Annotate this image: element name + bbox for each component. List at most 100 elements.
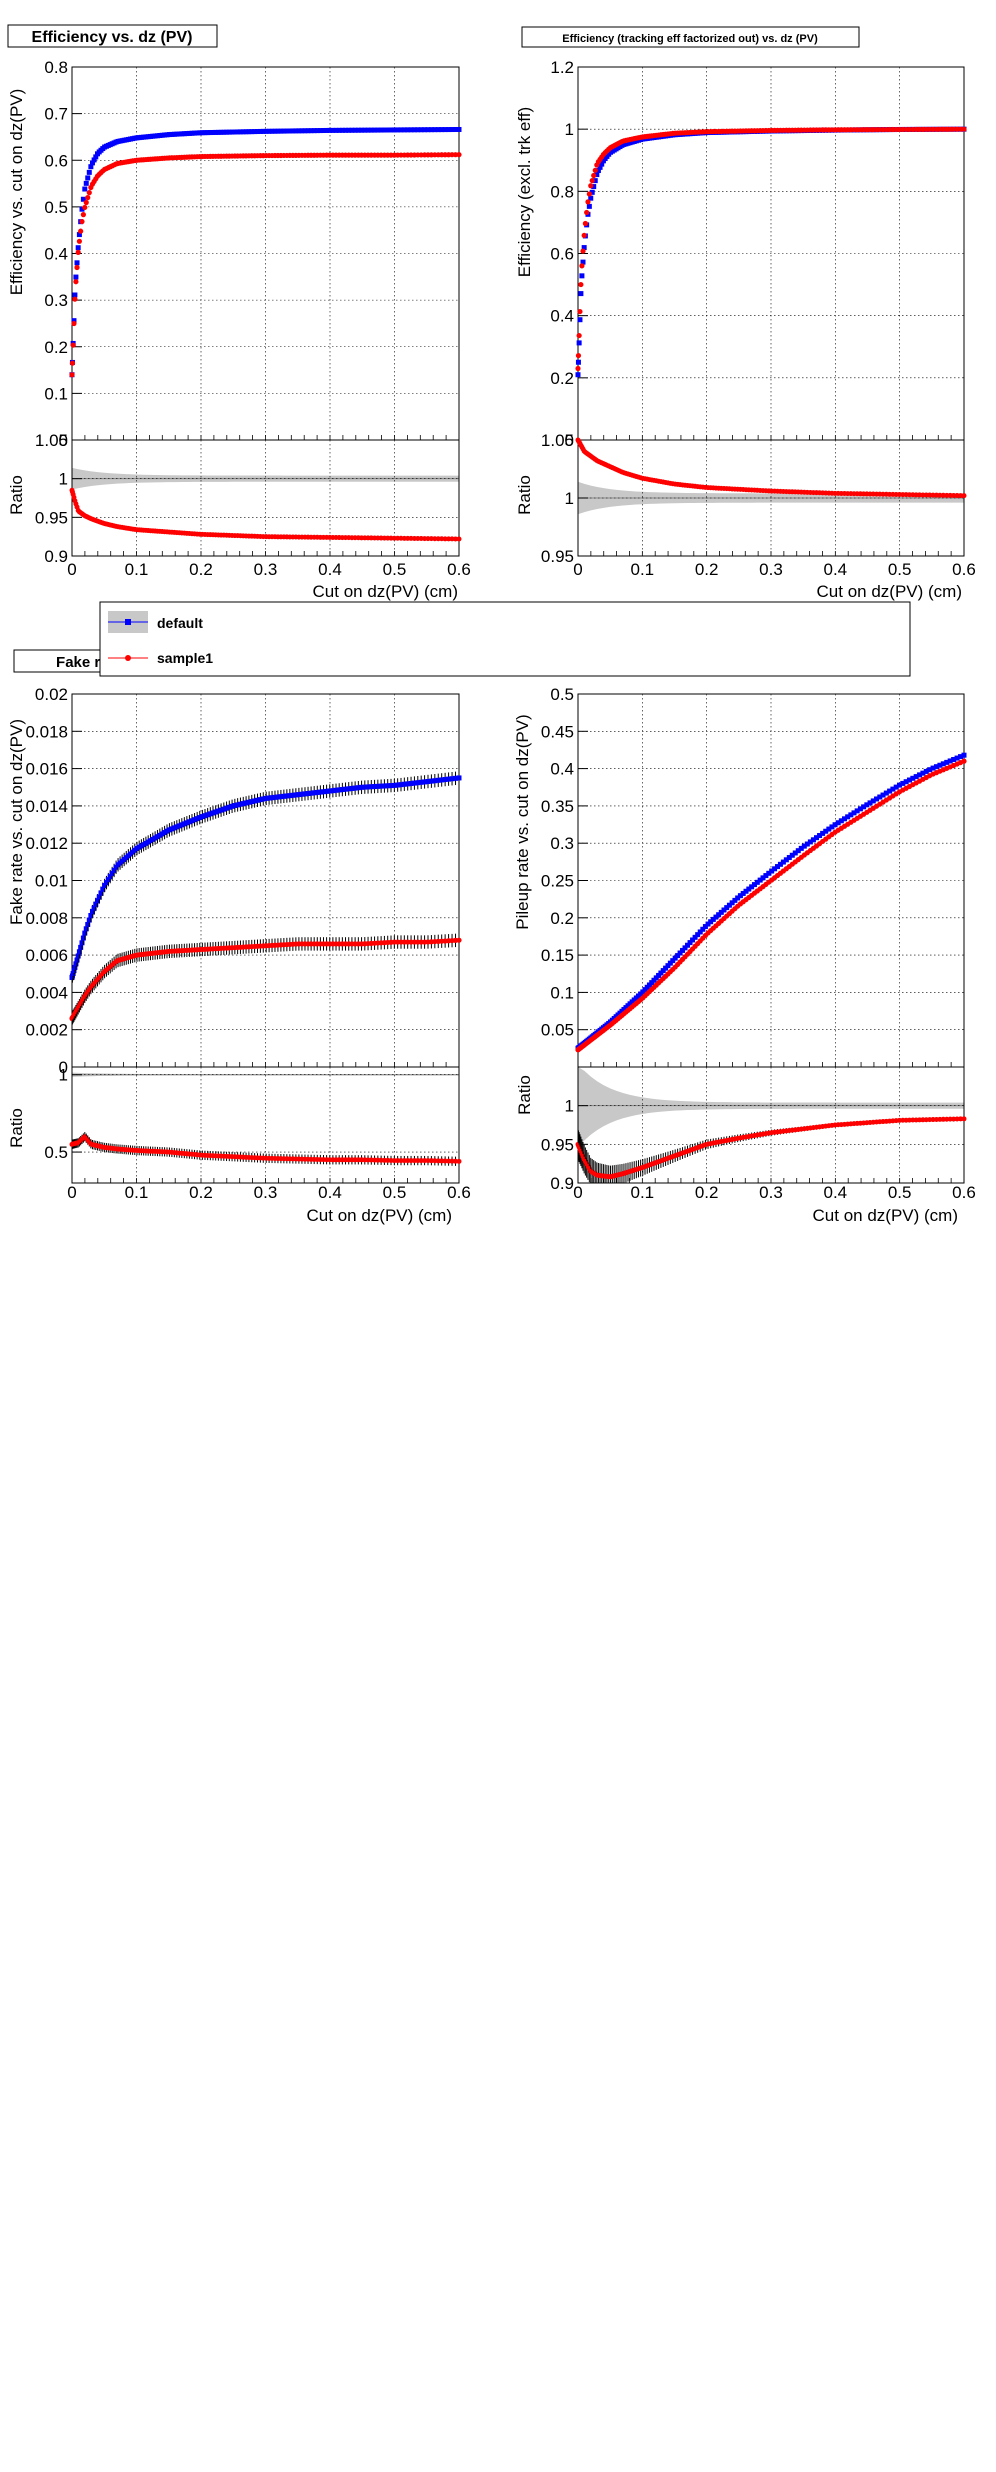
marker-default [254, 797, 260, 803]
marker-default [763, 873, 769, 879]
fake-xlabel: Cut on dz(PV) (cm) [307, 1206, 452, 1225]
marker-default [93, 901, 99, 907]
y-tick-label: 0.01 [35, 872, 68, 891]
marker-default [780, 859, 786, 865]
marker-default [594, 172, 600, 178]
marker-default [221, 129, 227, 135]
marker-default [197, 815, 203, 821]
y-tick-label: 0.02 [35, 685, 68, 704]
marker-default [199, 130, 205, 136]
marker-default [184, 131, 190, 137]
marker-default [453, 127, 459, 133]
marker-default [266, 128, 272, 134]
marker-default [792, 850, 798, 856]
marker-default [372, 784, 378, 790]
marker-default [346, 786, 352, 792]
marker-default [591, 184, 597, 190]
ratio-marker [954, 1116, 960, 1122]
marker-default [813, 835, 819, 841]
marker-default [456, 126, 462, 132]
pileup-xlabel: Cut on dz(PV) (cm) [813, 1206, 958, 1225]
marker-default [215, 129, 221, 135]
marker-default [746, 886, 752, 892]
marker-sample1 [79, 218, 85, 225]
marker-default [456, 775, 462, 781]
marker-default [930, 765, 936, 771]
marker-default [186, 130, 192, 136]
x-tick-label: 0.3 [759, 1183, 783, 1202]
marker-default [432, 127, 438, 133]
fake-ylabel: Fake rate vs. cut on dz(PV) [7, 719, 26, 925]
marker-default [913, 774, 919, 780]
marker-default [721, 907, 727, 913]
marker-default [940, 761, 946, 767]
marker-default [710, 916, 716, 922]
y-tick-label: 0.006 [25, 946, 68, 965]
marker-default [235, 802, 241, 808]
ratio-series [575, 437, 967, 499]
marker-default [284, 128, 290, 134]
marker-default [79, 940, 85, 946]
marker-default [79, 206, 85, 212]
marker-default [293, 128, 299, 134]
y-tick-label: 0.016 [25, 760, 68, 779]
marker-default [263, 795, 269, 801]
ratio-marker [453, 536, 459, 542]
marker-default [243, 129, 249, 135]
marker-default [760, 875, 766, 881]
marker-default [287, 128, 293, 134]
marker-default [887, 788, 893, 794]
x-tick-label: 0 [67, 1183, 76, 1202]
marker-default [205, 812, 211, 818]
marker-default [85, 921, 91, 927]
fake-xtick-labels: 0 0.1 0.2 0.3 0.4 0.5 0.6 [67, 1183, 471, 1202]
marker-default [415, 780, 421, 786]
marker-default [682, 945, 688, 951]
marker-default [269, 795, 275, 801]
marker-default [446, 776, 452, 782]
marker-default [330, 788, 336, 794]
marker-default [302, 128, 308, 134]
y-tick-label: 0.4 [550, 760, 574, 779]
marker-sample1 [74, 264, 80, 271]
marker-default [257, 128, 263, 134]
x-tick-label: 0.1 [631, 560, 655, 579]
fake-main-panel: 0 0.002 0.004 0.006 0.008 0.01 0.012 0.014 0.016… [25, 685, 462, 1077]
marker-default [954, 755, 960, 761]
marker-sample1 [71, 320, 77, 327]
ratio-marker [954, 493, 960, 499]
marker-default [232, 803, 238, 809]
marker-default [381, 783, 387, 789]
marker-default [432, 778, 438, 784]
marker-sample1 [76, 238, 82, 244]
marker-default [189, 818, 195, 824]
y-tick-label: 1.2 [550, 58, 574, 77]
marker-default [786, 855, 792, 861]
marker-default [867, 800, 873, 806]
x-tick-label: 0.1 [125, 1183, 149, 1202]
marker-default [330, 127, 336, 133]
marker-default [820, 830, 826, 836]
pileup-xtick-labels: 0 0.1 0.2 0.3 0.4 0.5 0.6 [573, 1183, 976, 1202]
y-tick-label: 0.002 [25, 1021, 68, 1040]
marker-default [249, 129, 255, 135]
marker-default [186, 819, 192, 825]
marker-default [359, 784, 365, 790]
marker-default [947, 758, 953, 764]
marker-default [324, 127, 330, 133]
ratio-series [69, 1132, 462, 1166]
marker-default [275, 794, 281, 800]
marker-default [311, 790, 317, 796]
marker-default [89, 160, 95, 166]
marker-default [874, 796, 880, 802]
y-tick-label: 0.8 [44, 58, 68, 77]
marker-default [287, 793, 293, 799]
marker-default [576, 340, 582, 346]
marker-default [754, 879, 760, 885]
marker-default [96, 894, 102, 900]
pileup-ratio-panel: 0.9 0.95 1 [541, 1066, 967, 1193]
marker-default [841, 816, 847, 822]
marker-sample1 [588, 183, 594, 189]
marker-default [194, 130, 200, 136]
y-tick-label: 0.1 [44, 384, 68, 403]
